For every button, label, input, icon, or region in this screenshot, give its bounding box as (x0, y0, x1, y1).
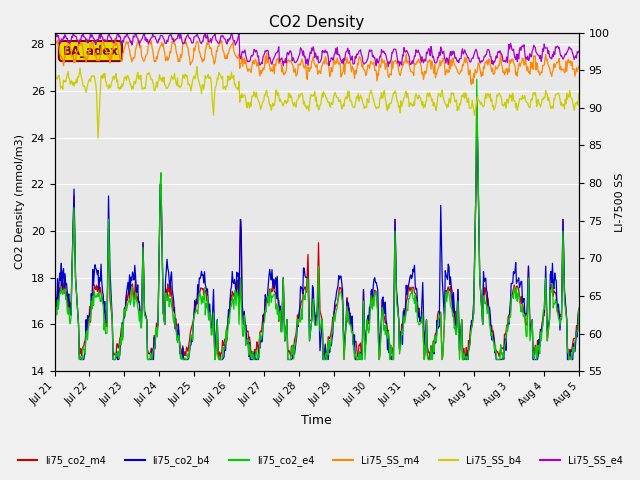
Text: BA_adex: BA_adex (62, 45, 118, 58)
Y-axis label: LI-7500 SS: LI-7500 SS (615, 172, 625, 231)
Y-axis label: CO2 Density (mmol/m3): CO2 Density (mmol/m3) (15, 134, 25, 269)
Title: CO2 Density: CO2 Density (269, 15, 364, 30)
X-axis label: Time: Time (301, 414, 332, 427)
Legend: li75_co2_m4, li75_co2_b4, li75_co2_e4, Li75_SS_m4, Li75_SS_b4, Li75_SS_e4: li75_co2_m4, li75_co2_b4, li75_co2_e4, L… (13, 452, 627, 470)
